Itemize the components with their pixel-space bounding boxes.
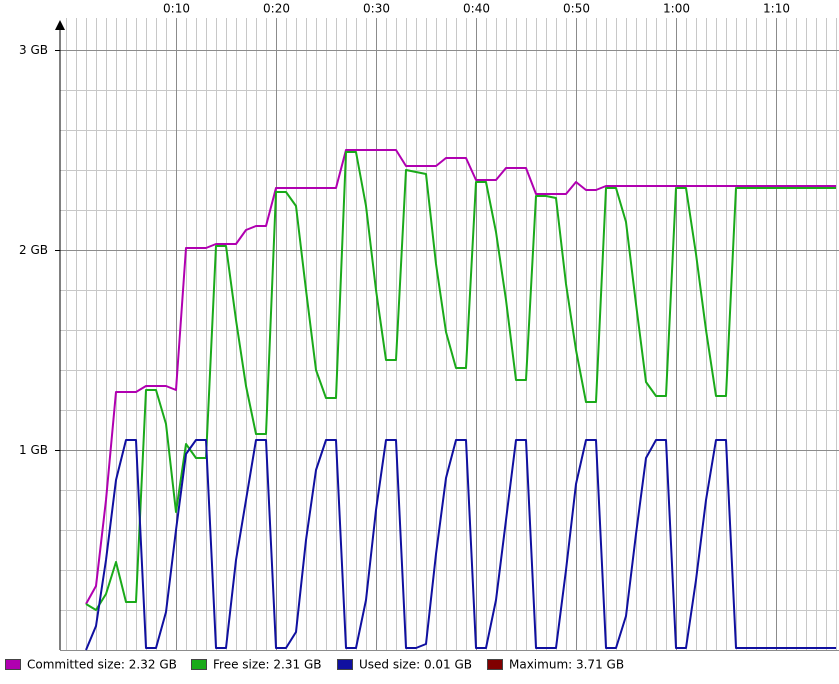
y-tick-label: 3 GB: [19, 43, 48, 57]
series-line: [85, 149, 836, 605]
legend-label: Committed size: 2.32 GB: [27, 658, 177, 672]
series-line: [85, 151, 836, 611]
x-tick-label: 1:00: [663, 2, 690, 16]
y-tick-label: 2 GB: [19, 243, 48, 257]
plot-area: [85, 149, 836, 651]
series-line: [85, 439, 836, 651]
x-tick-label: 0:10: [163, 2, 190, 16]
x-tick-label: 1:10: [763, 2, 790, 16]
legend-swatch: [5, 659, 21, 670]
legend-swatch: [337, 659, 353, 670]
legend-swatch: [487, 659, 503, 670]
legend-label: Free size: 2.31 GB: [213, 658, 321, 672]
y-axis-arrow: [55, 20, 65, 30]
y-tick-label: 1 GB: [19, 443, 48, 457]
legend: Committed size: 2.32 GB Free size: 2.31 G…: [5, 658, 624, 672]
grid: [60, 18, 839, 651]
x-tick-label: 0:30: [363, 2, 390, 16]
x-tick-label: 0:50: [563, 2, 590, 16]
legend-label: Used size: 0.01 GB: [359, 658, 472, 672]
x-tick-label: 0:20: [263, 2, 290, 16]
legend-swatch: [191, 659, 207, 670]
legend-label: Maximum: 3.71 GB: [509, 658, 624, 672]
x-tick-label: 0:40: [463, 2, 490, 16]
